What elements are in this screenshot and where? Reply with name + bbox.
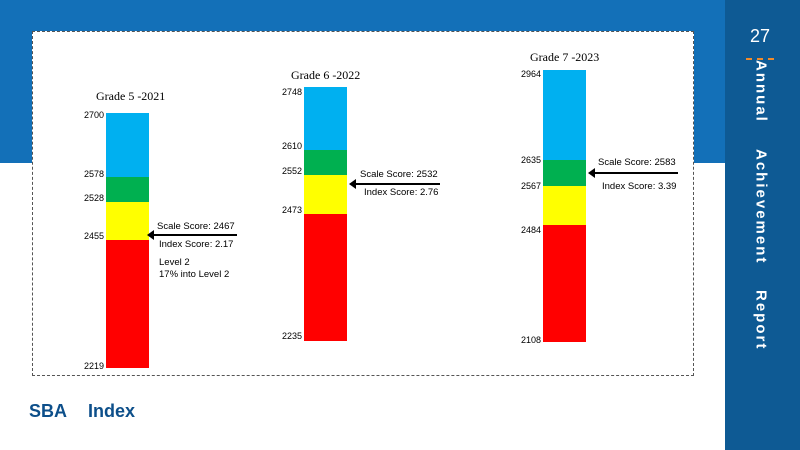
tick-label: 2108 [520, 335, 541, 345]
tick-label: 2235 [281, 331, 302, 341]
tick-label: 2578 [83, 169, 104, 179]
level1-segment [304, 214, 347, 341]
scale-score-label: Scale Score: 2532 [360, 169, 438, 180]
level2-segment [106, 202, 149, 240]
grade-title: Grade 7 -2023 [530, 50, 600, 64]
page-number: 27 [749, 26, 771, 46]
tick-label: 2748 [281, 87, 302, 97]
score-arrow [349, 179, 440, 189]
level-note: 17% into Level 2 [159, 269, 230, 280]
tick-label: 2635 [520, 155, 541, 165]
level2-segment [543, 186, 586, 225]
level1-segment [106, 240, 149, 368]
tick-label: 2567 [520, 181, 541, 191]
level3-segment [304, 150, 347, 175]
level3-segment [106, 177, 149, 202]
index-score-label: Index Score: 3.39 [602, 181, 677, 192]
side-panel [725, 0, 800, 450]
tick-label: 2610 [281, 141, 302, 151]
tick-label: 2455 [83, 231, 104, 241]
tick-label: 2528 [83, 193, 104, 203]
side-title: Annual Achievement Report [736, 60, 786, 351]
level2-segment [304, 175, 347, 214]
index-score-label: Index Score: 2.76 [364, 187, 439, 198]
scale-score-label: Scale Score: 2583 [598, 157, 676, 168]
level1-segment [543, 225, 586, 342]
tick-label: 2964 [520, 69, 541, 79]
grade-title: Grade 5 -2021 [96, 89, 166, 103]
tick-label: 2473 [281, 205, 302, 215]
tick-label: 2700 [83, 110, 104, 120]
tick-label: 2552 [281, 166, 302, 176]
level3-segment [543, 160, 586, 186]
scale-score-label: Scale Score: 2467 [157, 221, 235, 232]
footer-sba-label: SBA [29, 401, 68, 421]
level4-segment [304, 87, 347, 150]
footer-index-label: Index [88, 401, 136, 421]
tick-label: 2219 [83, 361, 104, 371]
page-number-rule [746, 58, 774, 60]
index-score-label: Index Score: 2.17 [159, 239, 234, 250]
grade-title: Grade 6 -2022 [291, 68, 361, 82]
level4-segment [543, 70, 586, 160]
tick-label: 2484 [520, 225, 541, 235]
side-title-word: Achievement [752, 148, 770, 265]
level4-segment [106, 113, 149, 177]
side-title-word: Report [752, 290, 770, 351]
side-title-word: Annual [752, 60, 770, 123]
score-arrow [588, 168, 678, 178]
score-arrow [147, 230, 237, 240]
level-note: Level 2 [159, 257, 190, 268]
